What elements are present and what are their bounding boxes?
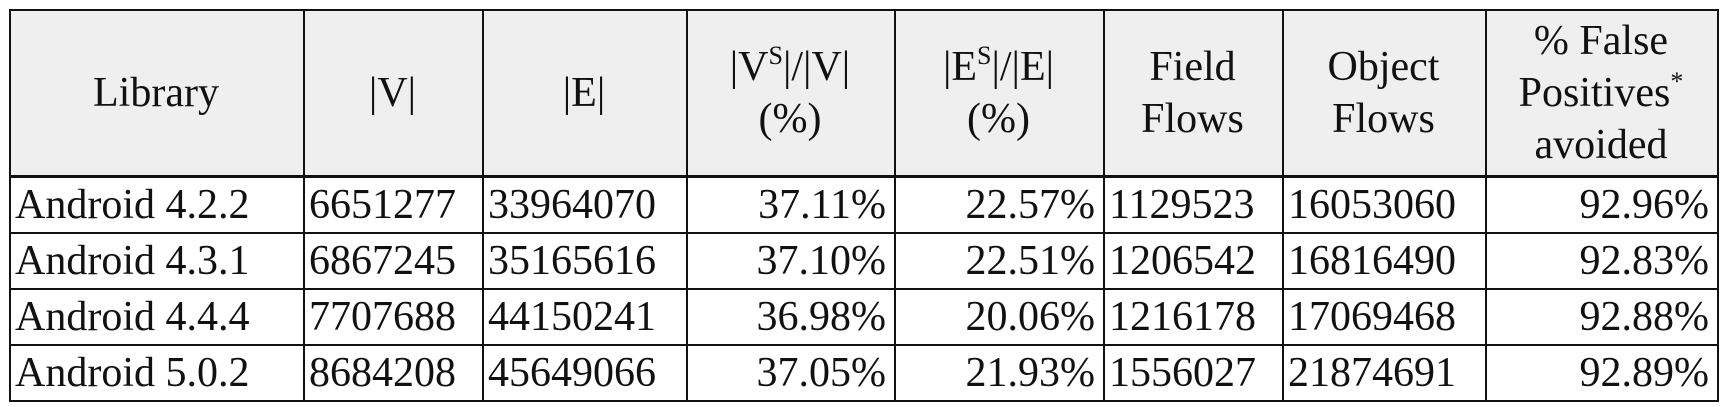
table-cell: 21874691 bbox=[1282, 344, 1487, 402]
header-text: |V| bbox=[368, 70, 417, 116]
header-line: avoided bbox=[1493, 119, 1709, 171]
header-cell: |VS|/|V| (%) bbox=[686, 9, 896, 178]
header-text: % False bbox=[1533, 18, 1669, 64]
table-cell: 37.05% bbox=[686, 344, 896, 402]
header-cell: |E| bbox=[482, 9, 688, 178]
header-text: (%) bbox=[758, 96, 822, 142]
header-line: |E| bbox=[490, 67, 678, 119]
header-line: |VS|/|V| bbox=[694, 41, 886, 93]
superscript: * bbox=[1670, 67, 1684, 96]
table-cell: 8684208 bbox=[303, 344, 484, 402]
header-text: |/|E| bbox=[991, 44, 1055, 90]
header-cell: Object Flows bbox=[1282, 9, 1487, 178]
table-cell: Android 5.0.2 bbox=[9, 344, 305, 402]
table-cell: 17069468 bbox=[1282, 288, 1487, 346]
header-text: |E bbox=[942, 44, 978, 90]
table-cell: 92.89% bbox=[1485, 344, 1719, 402]
table-cell: 16816490 bbox=[1282, 232, 1487, 290]
table-cell: 37.11% bbox=[686, 175, 896, 234]
header-text: |/|V| bbox=[782, 44, 851, 90]
table-row: Android 4.3.1 6867245 35165616 37.10% 22.51%… bbox=[9, 232, 1719, 290]
header-row: Library |V| |E| |VS|/|V| (%) |ES|/|E| (%) Field… bbox=[9, 9, 1719, 178]
table-cell: 33964070 bbox=[482, 175, 688, 234]
table-row: Android 4.4.4 7707688 44150241 36.98% 20.06%… bbox=[9, 288, 1719, 346]
header-text: avoided bbox=[1534, 122, 1668, 168]
header-text: Positives bbox=[1518, 70, 1671, 116]
header-text: |E| bbox=[562, 70, 606, 116]
table-cell: 1206542 bbox=[1103, 232, 1284, 290]
table-row: Android 5.0.2 8684208 45649066 37.05% 21.93%… bbox=[9, 344, 1719, 402]
header-line: Library bbox=[17, 67, 295, 119]
table-cell: 1129523 bbox=[1103, 175, 1284, 234]
table-cell: 16053060 bbox=[1282, 175, 1487, 234]
header-cell: |ES|/|E| (%) bbox=[894, 9, 1105, 178]
header-cell: Library bbox=[9, 9, 305, 178]
header-text: Field bbox=[1149, 44, 1236, 90]
header-text: (%) bbox=[967, 96, 1030, 142]
header-text: Flows bbox=[1332, 96, 1435, 142]
header-line: |ES|/|E| bbox=[902, 41, 1095, 93]
header-line: (%) bbox=[694, 93, 886, 145]
table-cell: 36.98% bbox=[686, 288, 896, 346]
table-cell: 45649066 bbox=[482, 344, 688, 402]
table-cell: 92.83% bbox=[1485, 232, 1719, 290]
table-cell: 44150241 bbox=[482, 288, 688, 346]
header-text: Flows bbox=[1141, 96, 1244, 142]
table-cell: 37.10% bbox=[686, 232, 896, 290]
superscript: S bbox=[768, 41, 783, 70]
table-body: Android 4.2.2 6651277 33964070 37.11% 22.57%… bbox=[9, 175, 1719, 402]
table-row: Android 4.2.2 6651277 33964070 37.11% 22.57%… bbox=[9, 175, 1719, 234]
header-text: |V bbox=[729, 44, 769, 90]
table-cell: 21.93% bbox=[894, 344, 1105, 402]
superscript: S bbox=[977, 41, 992, 70]
table-cell: 1556027 bbox=[1103, 344, 1284, 402]
header-line: Flows bbox=[1111, 93, 1274, 145]
header-line: Flows bbox=[1290, 93, 1477, 145]
header-line: |V| bbox=[311, 67, 474, 119]
table-cell: 22.51% bbox=[894, 232, 1105, 290]
header-line: (%) bbox=[902, 93, 1095, 145]
table-cell: 7707688 bbox=[303, 288, 484, 346]
table-cell: 6867245 bbox=[303, 232, 484, 290]
table-cell: 6651277 bbox=[303, 175, 484, 234]
header-line: Object bbox=[1290, 41, 1477, 93]
header-line: Field bbox=[1111, 41, 1274, 93]
header-cell: Field Flows bbox=[1103, 9, 1284, 178]
header-text: Object bbox=[1327, 44, 1440, 90]
header-line: % False bbox=[1493, 15, 1709, 67]
header-cell: % False Positives* avoided bbox=[1485, 9, 1719, 178]
table-cell: 92.96% bbox=[1485, 175, 1719, 234]
table-cell: 35165616 bbox=[482, 232, 688, 290]
table-cell: 92.88% bbox=[1485, 288, 1719, 346]
table-cell: 1216178 bbox=[1103, 288, 1284, 346]
table-cell: Android 4.4.4 bbox=[9, 288, 305, 346]
header-cell: |V| bbox=[303, 9, 484, 178]
results-table: Library |V| |E| |VS|/|V| (%) |ES|/|E| (%) Field… bbox=[9, 9, 1719, 402]
header-line: Positives* bbox=[1493, 67, 1709, 119]
table-cell: Android 4.3.1 bbox=[9, 232, 305, 290]
table-cell: 20.06% bbox=[894, 288, 1105, 346]
table-cell: 22.57% bbox=[894, 175, 1105, 234]
header-text: Library bbox=[93, 70, 219, 116]
table-cell: Android 4.2.2 bbox=[9, 175, 305, 234]
